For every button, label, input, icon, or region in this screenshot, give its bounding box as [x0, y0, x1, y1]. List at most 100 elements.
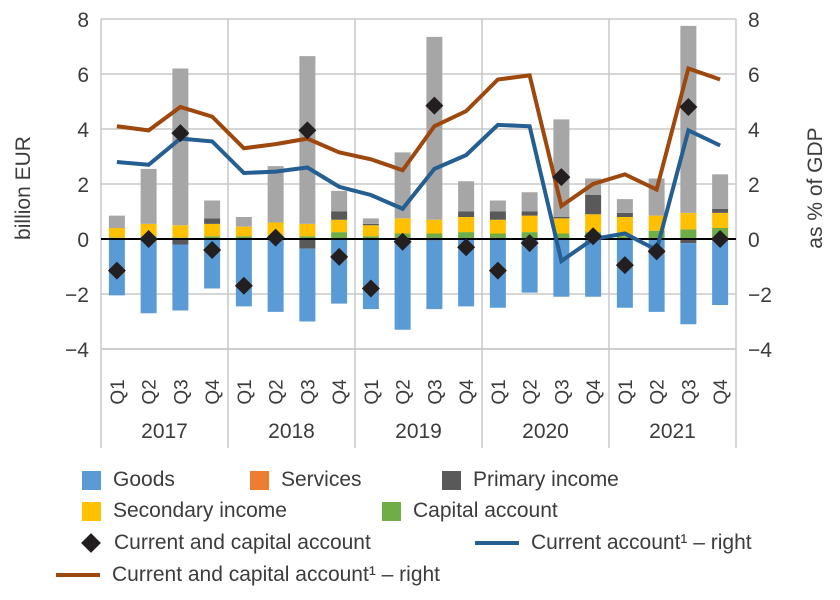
- bar-capital-account: [616, 236, 633, 239]
- legend-line-current-account: [475, 541, 519, 545]
- legend-item-goods: Goods: [82, 468, 175, 492]
- marker-current-capital-account: [203, 241, 222, 259]
- right-axis-label: as % of GDP: [804, 127, 827, 248]
- x-tick-quarter: Q3: [425, 379, 446, 404]
- bar-primary-income: [553, 217, 570, 219]
- bar-capital-account: [426, 233, 443, 239]
- right-axis-ticks: −4 −2 0 2 4 6 8: [748, 9, 772, 362]
- bar-secondary-income: [426, 219, 443, 234]
- bar-secondary-income: [172, 225, 189, 238]
- bar-goods: [521, 239, 538, 293]
- bar-services: [458, 181, 475, 212]
- gridlines: [100, 18, 737, 448]
- legend-label-current-capital-marker: Current and capital account: [114, 531, 371, 554]
- bar-goods: [680, 243, 697, 325]
- bar-secondary-income: [235, 226, 252, 237]
- x-tick-quarter: Q4: [711, 379, 732, 405]
- x-tick-quarter: Q4: [584, 379, 605, 405]
- marker-current-capital-account: [615, 256, 634, 275]
- legend-label-secondary-income: Secondary income: [113, 499, 287, 522]
- y-tick-left: 6: [77, 64, 89, 87]
- bar-goods: [299, 248, 316, 322]
- bar-secondary-income: [553, 218, 570, 234]
- bar-secondary-income: [108, 228, 125, 238]
- y-tick-right: 6: [748, 64, 760, 87]
- bar-primary-income: [362, 223, 379, 226]
- marker-current-capital-account: [171, 124, 190, 143]
- marker-current-capital-account: [298, 121, 317, 140]
- x-tick-quarter: Q2: [648, 379, 669, 404]
- x-tick-year: 2017: [141, 420, 188, 443]
- x-tick-quarter: Q1: [108, 379, 129, 404]
- bar-secondary-income: [299, 223, 316, 237]
- legend-label-current-account-line: Current account¹ – right: [531, 531, 752, 554]
- bar-primary-income: [204, 218, 221, 224]
- legend-item-primary-income: Primary income: [442, 468, 619, 492]
- y-tick-left: 4: [77, 119, 89, 142]
- bar-primary-income: [331, 211, 348, 220]
- x-axis: Q1 Q2 Q3 Q4 Q1 Q2 Q3 Q4 Q1 Q2 Q3 Q4 Q1 Q2 Q3 Q4 Q1 Q2 Q3 Q4…: [101, 348, 736, 443]
- bar-goods: [235, 239, 252, 307]
- marker-current-capital-account: [393, 232, 412, 251]
- bar-services: [712, 174, 729, 209]
- x-tick-quarter: Q2: [267, 379, 288, 404]
- bar-services: [362, 218, 379, 224]
- bar-secondary-income: [458, 217, 475, 233]
- bar-services: [680, 25, 697, 213]
- marker-current-capital-account: [361, 279, 380, 298]
- legend-label-capital-account: Capital account: [413, 499, 558, 522]
- marker-current-capital-account: [711, 230, 730, 248]
- bar-secondary-income: [394, 218, 411, 234]
- bar-goods: [648, 239, 665, 312]
- bar-goods: [426, 240, 443, 310]
- legend-item-capital-account: Capital account: [382, 499, 558, 523]
- bar-goods: [712, 239, 729, 305]
- y-tick-right: 2: [748, 174, 760, 197]
- bar-primary-income: [680, 239, 697, 244]
- bar-capital-account: [458, 232, 475, 239]
- marker-current-capital-account: [552, 168, 571, 187]
- bar-secondary-income: [521, 215, 538, 233]
- bar-services: [140, 168, 157, 224]
- y-tick-right: 4: [748, 119, 760, 142]
- bar-capital-account: [204, 236, 221, 239]
- left-axis-label: billion EUR: [12, 136, 35, 240]
- legend-item-current-account-line: Current account¹ – right: [475, 531, 752, 555]
- marker-current-capital-account: [234, 276, 253, 295]
- bar-services: [235, 217, 252, 227]
- marker-current-capital-account: [488, 261, 507, 280]
- marker-current-capital-account: [107, 261, 126, 280]
- y-tick-left: −4: [65, 339, 89, 362]
- bar-primary-income: [458, 211, 475, 217]
- bar-capital-account: [235, 236, 252, 239]
- bar-services: [489, 200, 506, 212]
- legend-item-current-capital-marker: Current and capital account: [78, 531, 371, 555]
- bar-services: [172, 68, 189, 226]
- x-tick-year: 2020: [522, 420, 569, 443]
- x-tick-quarter: Q4: [457, 379, 478, 405]
- left-axis-ticks: −4 −2 0 2 4 6 8: [65, 9, 89, 362]
- bar-primary-income: [616, 212, 633, 217]
- bar-secondary-income: [362, 225, 379, 237]
- legend-item-services: Services: [250, 468, 362, 492]
- bar-secondary-income: [616, 217, 633, 237]
- line-current-capital-account: [116, 65, 721, 210]
- x-tick-year: 2018: [268, 420, 315, 443]
- bar-goods: [585, 239, 602, 297]
- bar-capital-account: [489, 233, 506, 239]
- bar-capital-account: [299, 236, 316, 239]
- x-tick-quarter: Q2: [140, 379, 161, 404]
- y-tick-left: 8: [77, 9, 89, 32]
- legend-item-secondary-income: Secondary income: [82, 499, 287, 523]
- bar-goods: [140, 241, 157, 314]
- bar-services: [521, 192, 538, 212]
- legend-label-services: Services: [281, 468, 362, 491]
- bar-primary-income: [299, 239, 316, 249]
- bar-secondary-income: [331, 219, 348, 233]
- y-tick-right: −4: [748, 339, 772, 362]
- x-tick-year: 2019: [395, 420, 442, 443]
- y-tick-left: 0: [77, 229, 89, 252]
- legend-swatch-capital-account: [382, 501, 401, 521]
- bar-secondary-income: [489, 219, 506, 234]
- bar-goods: [362, 239, 379, 310]
